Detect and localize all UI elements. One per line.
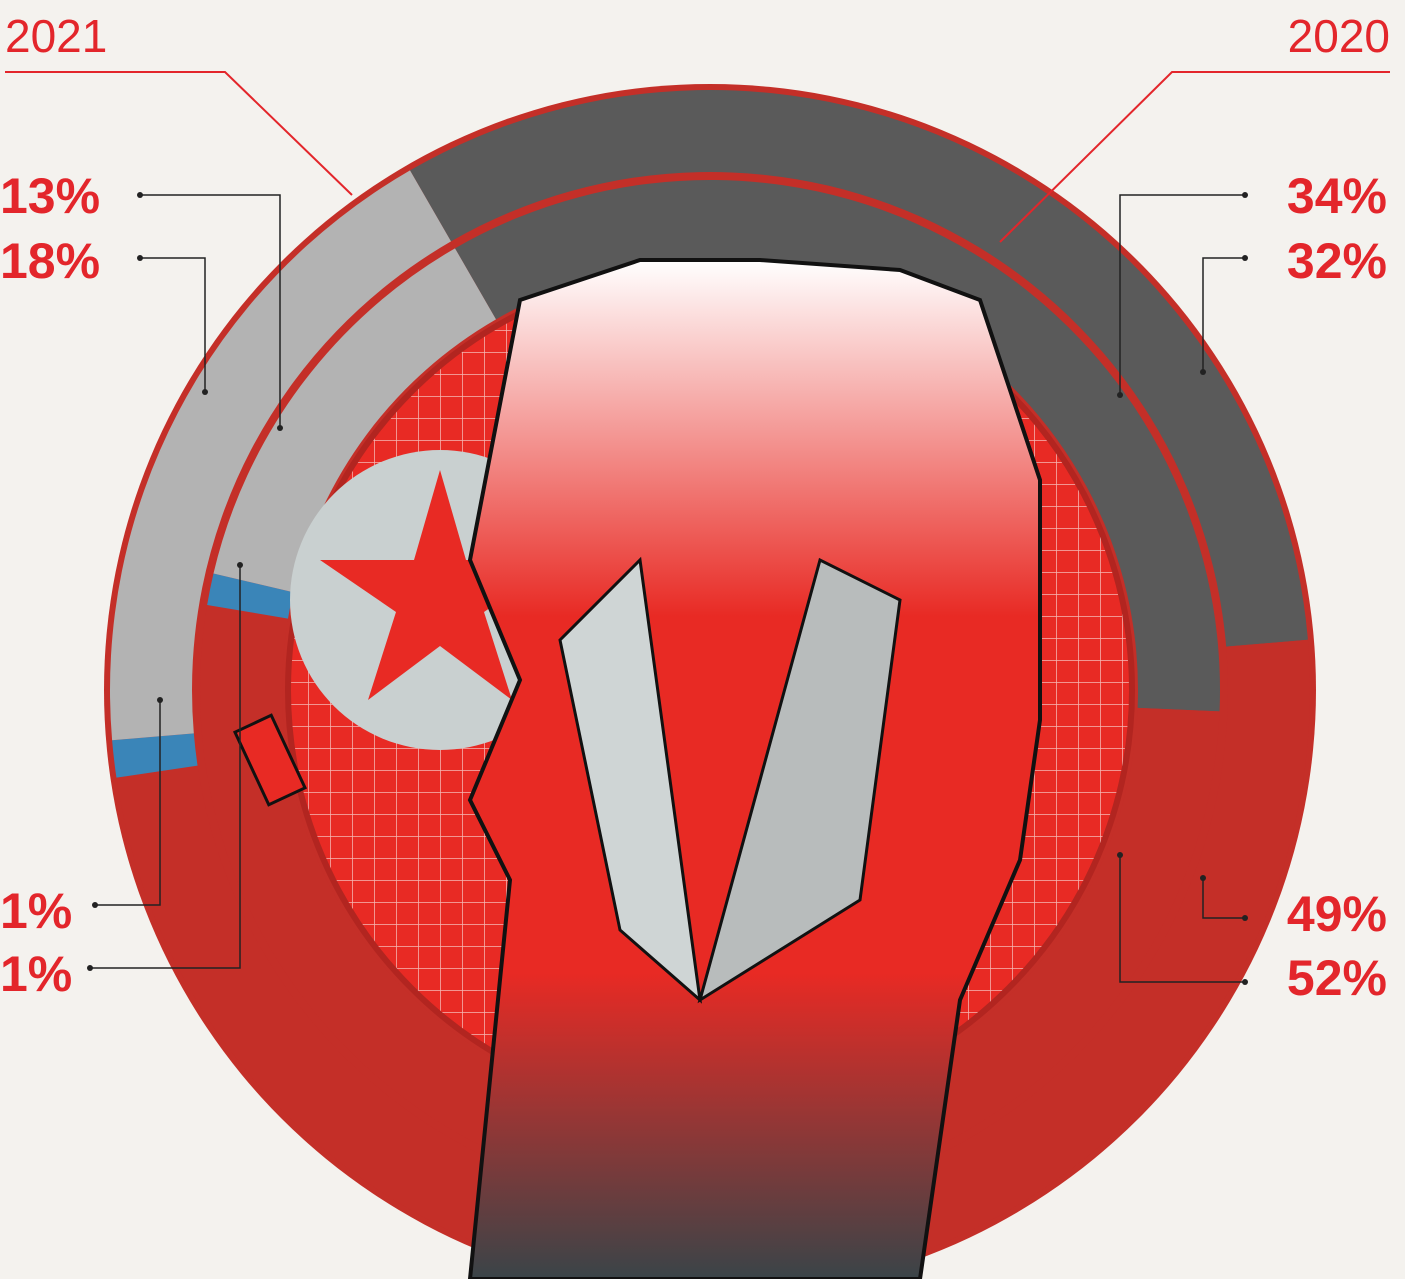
leader-dot <box>137 255 143 261</box>
leader-dot <box>87 965 93 971</box>
year-label: 2021 <box>5 10 107 62</box>
value-label: 13% <box>0 168 100 224</box>
value-label: 49% <box>1287 886 1387 942</box>
leader-dot <box>1117 392 1123 398</box>
leader-dot <box>1200 369 1206 375</box>
value-label: 1% <box>0 883 72 939</box>
leader-dot <box>137 192 143 198</box>
year-label: 2020 <box>1288 10 1390 62</box>
leader-dot <box>202 389 208 395</box>
leader-dot <box>92 902 98 908</box>
value-label: 1% <box>0 946 72 1002</box>
leader-dot <box>157 697 163 703</box>
value-label: 52% <box>1287 950 1387 1006</box>
infographic: 2021 2020 32% 49% 1% 18% 34% 52% 1% 13% <box>0 0 1405 1279</box>
leader-dot <box>1242 255 1248 261</box>
leader-dot <box>1200 875 1206 881</box>
leader-dot <box>1242 192 1248 198</box>
leader-dot <box>1117 852 1123 858</box>
leader-dot <box>1242 979 1248 985</box>
value-label: 18% <box>0 233 100 289</box>
leader-dot <box>277 425 283 431</box>
value-label: 34% <box>1287 168 1387 224</box>
value-label: 32% <box>1287 233 1387 289</box>
leader-dot <box>1242 915 1248 921</box>
leader-dot <box>237 562 243 568</box>
